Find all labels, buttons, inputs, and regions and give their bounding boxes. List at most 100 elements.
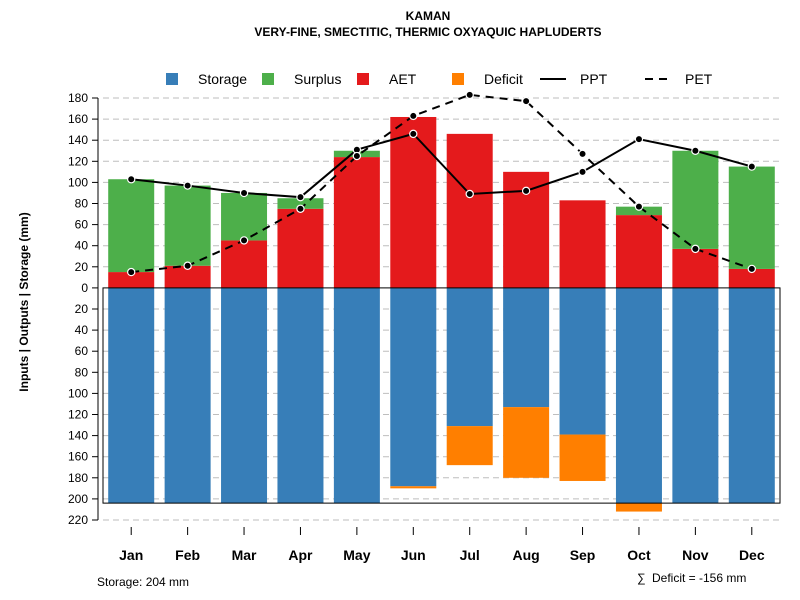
y-tick-label: 100 [68,175,88,189]
pet-point [521,96,531,106]
storage-bar [728,287,775,504]
legend-label-storage: Storage [198,71,247,87]
sum-symbol: ∑ [637,571,646,585]
surplus-bar [728,166,775,269]
legend-swatch-aet [357,73,369,85]
storage-bar [503,287,550,408]
pet-point [183,261,192,270]
legend-label-ppt: PPT [580,71,608,87]
aet-bar [333,157,380,288]
y-tick-label: 80 [75,365,89,379]
y-tick-label: 20 [75,260,89,274]
x-tick-label: May [343,547,370,563]
deficit-bar [446,426,493,466]
ppt-point [634,134,644,144]
gridlines [103,97,780,521]
legend-swatch-storage [166,73,178,85]
deficit-footnote: Deficit = -156 mm [652,571,746,585]
storage-bar [221,287,268,504]
storage-bar [333,287,380,504]
ppt-point [691,146,700,155]
ppt-line [131,132,753,199]
deficit-bar [390,486,437,489]
y-tick-label: 60 [75,344,89,358]
pet-point [691,244,700,254]
storage-bar [390,287,437,487]
surplus-bar [164,185,211,266]
pet-point [352,151,362,161]
pet-point [465,90,474,100]
legend-label-deficit: Deficit [484,71,523,87]
y-tick-label: 80 [75,197,89,211]
y-tick-label: 220 [68,513,88,527]
aet-bar [390,116,437,288]
legend-label-aet: AET [389,71,417,87]
y-tick-label: 20 [75,302,89,316]
x-tick-label: Nov [682,547,709,563]
legend-label-pet: PET [685,71,713,87]
deficit-bar [615,503,662,512]
legend: Storage Surplus AET Deficit PPT PET [166,71,713,87]
surplus-bar [108,179,155,273]
chart-subtitle: VERY-FINE, SMECTITIC, THERMIC OXYAQUIC H… [254,25,601,39]
surplus-bar [615,206,662,216]
y-tick-label: 160 [68,450,88,464]
pet-point [296,204,305,213]
pet-point [127,267,136,277]
y-tick-label: 100 [68,386,88,400]
aet-bar [615,215,662,288]
ppt-point [127,175,136,184]
bars [102,116,781,512]
y-tick-label: 140 [68,429,88,443]
x-tick-label: Sep [570,547,596,563]
pet-point [747,264,756,274]
pet-point [578,149,587,159]
storage-bar [615,287,662,504]
ppt-point [296,192,305,202]
aet-bar [559,200,606,288]
x-tick-label: Mar [232,547,257,563]
storage-bar [277,287,324,504]
aet-bar [164,265,211,288]
y-tick-label: 0 [81,281,88,295]
y-axis-label: Inputs | Outputs | Storage (mm) [17,212,31,391]
storage-bar [164,287,211,504]
deficit-bar [559,434,606,481]
ppt-point [183,181,192,190]
y-tick-label: 120 [68,154,88,168]
y-tick-label: 200 [68,492,88,506]
storage-footnote: Storage: 204 mm [97,575,189,589]
x-tick-label: Aug [513,547,540,563]
storage-bar [672,287,719,504]
ppt-point [465,189,474,199]
y-tick-label: 160 [68,112,88,126]
storage-bar [108,287,155,504]
storage-bar [446,287,493,427]
aet-bar [277,208,324,288]
x-tick-label: Oct [627,547,651,563]
ppt-point [239,188,249,198]
storage-capacity-outline [102,287,781,504]
aet-bar [108,272,155,288]
aet-bar [446,133,493,288]
y-tick-label: 40 [75,239,89,253]
pet-point [634,202,644,211]
ppt-point [747,162,756,171]
y-tick-label: 60 [75,218,89,232]
ppt-point [578,167,587,177]
legend-label-surplus: Surplus [294,71,341,87]
x-tick-label: Apr [288,547,313,563]
surplus-bar [672,150,719,249]
x-axis: Jan Feb Mar Apr May Jun Jul Aug Sep Oct Nov Dec [119,527,765,563]
pet-point [239,236,249,245]
legend-swatch-surplus [262,73,274,85]
y-tick-label: 40 [75,323,89,337]
lines [127,90,756,277]
y-tick-label: 120 [68,408,88,422]
y-axis: 1801601401201008060402002040608010012014… [68,91,99,527]
x-tick-label: Dec [739,547,765,563]
x-tick-label: Jul [460,547,480,563]
y-tick-label: 180 [68,91,88,105]
legend-swatch-deficit [452,73,464,85]
